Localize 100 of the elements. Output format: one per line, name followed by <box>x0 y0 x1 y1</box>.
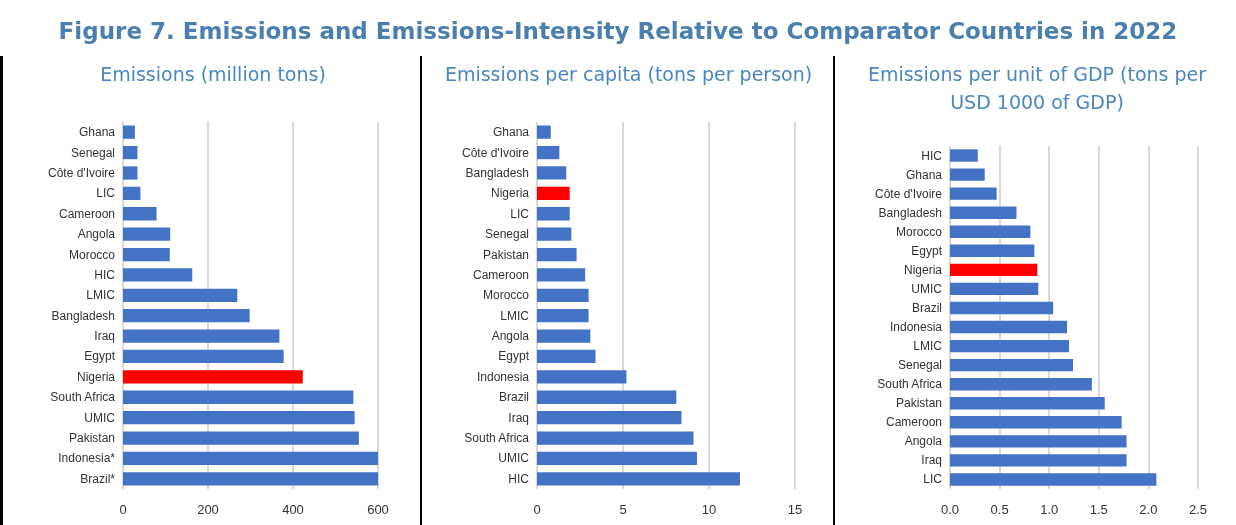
bar <box>123 309 250 323</box>
bar <box>123 431 359 445</box>
y-tick-label: Pakistan <box>482 247 529 262</box>
bar <box>123 125 135 139</box>
y-tick-label: LMIC <box>913 339 943 354</box>
bar <box>537 309 589 323</box>
x-tick-label: 200 <box>197 502 219 517</box>
y-tick-label: Bangladesh <box>878 205 942 220</box>
bar <box>123 227 171 241</box>
bar <box>950 320 1068 334</box>
y-tick-label: Côte d'Ivoire <box>462 145 530 160</box>
bar <box>123 268 193 282</box>
bar <box>537 227 572 241</box>
bar <box>950 301 1054 315</box>
bar <box>537 329 591 343</box>
bar <box>950 263 1038 277</box>
x-tick-label: 1.0 <box>1040 502 1059 517</box>
bar <box>950 244 1035 257</box>
bar <box>537 451 697 466</box>
y-tick-label: Angola <box>491 329 530 344</box>
y-tick-label: Pakistan <box>895 396 942 411</box>
bar <box>950 225 1031 238</box>
bar <box>950 339 1070 353</box>
y-tick-label: Ghana <box>492 125 530 140</box>
y-tick-label: Brazil <box>911 300 942 315</box>
chart-subtitle: Emissions per unit of GDP (tons per USD 1000 of GDP) <box>866 62 1208 115</box>
y-tick-label: Pakistan <box>68 431 115 446</box>
y-tick-label: Senegal <box>484 227 529 242</box>
y-tick-label: HIC <box>921 148 943 163</box>
y-tick-label: Egypt <box>911 243 943 258</box>
y-tick-label: Indonesia* <box>58 451 116 466</box>
bar <box>537 288 589 302</box>
y-tick-label: Angola <box>904 434 943 449</box>
y-tick-label: Morocco <box>482 288 530 303</box>
x-tick-label: 400 <box>282 502 304 517</box>
y-tick-label: UMIC <box>84 410 116 425</box>
bar <box>950 187 997 200</box>
bar <box>950 473 1157 486</box>
bar <box>537 268 586 282</box>
x-tick-label: 5 <box>619 502 627 517</box>
y-tick-label: Cameroon <box>885 415 942 430</box>
y-tick-label: Ghana <box>905 167 943 182</box>
bar <box>123 390 354 404</box>
chart-subtitle: Emissions (million tons) <box>99 62 327 87</box>
y-tick-label: Côte d'Ivoire <box>875 186 943 201</box>
bar <box>950 416 1122 429</box>
bar <box>537 472 740 486</box>
y-tick-label: LIC <box>96 186 116 201</box>
y-tick-label: Brazil <box>498 390 529 405</box>
y-tick-label: South Africa <box>877 377 943 392</box>
y-tick-label: South Africa <box>464 431 530 446</box>
x-tick-label: 2.0 <box>1139 502 1158 517</box>
bar <box>123 186 141 200</box>
bar <box>537 186 570 200</box>
y-tick-label: LMIC <box>86 288 116 303</box>
y-tick-label: Nigeria <box>490 186 530 201</box>
bar <box>123 247 170 262</box>
bar <box>123 411 355 425</box>
y-tick-label: Indonesia <box>889 320 943 335</box>
y-tick-label: HIC <box>508 471 530 486</box>
bar <box>123 207 157 221</box>
bar <box>537 370 627 384</box>
bar <box>950 358 1074 372</box>
bar <box>537 125 551 139</box>
bar <box>950 168 985 181</box>
y-tick-label: Egypt <box>84 349 116 364</box>
y-tick-label: Nigeria <box>903 262 943 277</box>
bar <box>950 149 978 162</box>
x-tick-label: 1.5 <box>1089 502 1108 517</box>
bar <box>123 349 284 364</box>
y-tick-label: Iraq <box>508 410 529 425</box>
y-tick-label: Cameroon <box>472 267 529 282</box>
y-tick-label: Morocco <box>68 247 116 262</box>
y-tick-label: Ghana <box>78 125 116 140</box>
x-tick-label: 0.0 <box>940 502 960 517</box>
y-tick-label: Iraq <box>94 329 115 344</box>
bar <box>537 431 694 445</box>
bar <box>950 435 1127 448</box>
y-tick-label: Senegal <box>70 145 115 160</box>
bar <box>123 166 138 180</box>
bar <box>537 349 596 364</box>
x-tick-label: 0 <box>533 502 541 517</box>
y-tick-label: Bangladesh <box>51 308 115 323</box>
x-tick-label: 0.5 <box>990 502 1009 517</box>
bar <box>123 329 280 343</box>
y-tick-label: Egypt <box>498 349 530 364</box>
bar <box>123 288 238 302</box>
x-tick-label: 600 <box>367 502 389 517</box>
x-tick-label: 2.5 <box>1188 502 1208 517</box>
y-tick-label: Côte d'Ivoire <box>48 165 116 180</box>
y-tick-label: HIC <box>94 267 116 282</box>
y-tick-label: Senegal <box>897 358 942 373</box>
y-tick-label: South Africa <box>50 390 116 405</box>
bar <box>950 397 1105 410</box>
bar <box>537 411 682 425</box>
text: Figure 7. Emissions and Emissions-Intensity Relative to Comparator Countries in 2022 <box>57 18 1179 44</box>
y-tick-label: LMIC <box>500 308 530 323</box>
y-tick-label: Brazil* <box>80 471 116 486</box>
bar <box>537 207 570 221</box>
x-tick-label: 10 <box>701 502 717 517</box>
